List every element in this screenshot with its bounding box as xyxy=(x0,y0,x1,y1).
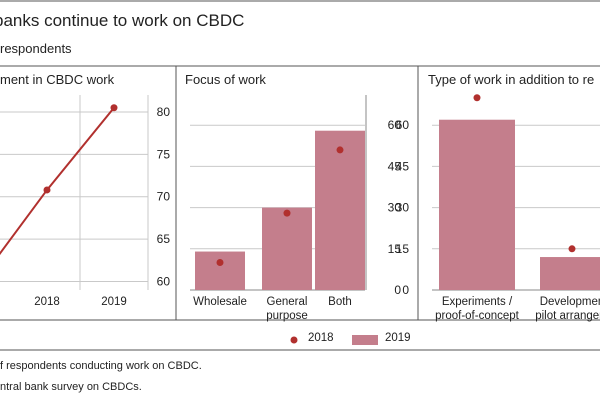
chart-subtitle: respondents xyxy=(0,41,72,56)
x-tick-label: 2019 xyxy=(101,296,127,308)
data-point xyxy=(216,259,224,267)
data-point xyxy=(568,245,576,253)
data-point xyxy=(473,94,481,102)
x-tick-label: Developmen xyxy=(540,296,600,308)
y-tick-label: 60 xyxy=(388,118,402,132)
footnote-2: ntral bank survey on CBDCs. xyxy=(0,381,142,393)
x-tick-label: purpose xyxy=(266,310,308,322)
y-tick-label: 75 xyxy=(157,147,171,161)
panel-title-type: Type of work in addition to re xyxy=(428,72,595,87)
y-tick-label: 30 xyxy=(388,201,402,215)
y-tick-label: 0 xyxy=(402,283,409,297)
y-tick-label: 80 xyxy=(157,105,171,119)
y-tick-label: 60 xyxy=(157,275,171,289)
y-tick-label: 30 xyxy=(396,201,410,215)
x-tick-label: Experiments / xyxy=(442,296,513,308)
panel-title-focus: Focus of work xyxy=(185,72,266,87)
y-tick-label: 15 xyxy=(396,242,410,256)
panel-title-involvement: ment in CBDC work xyxy=(0,72,115,87)
x-tick-label: proof-of-concept xyxy=(435,310,520,322)
data-point xyxy=(336,146,344,154)
footnote-1: f respondents conducting work on CBDC. xyxy=(0,360,202,372)
y-tick-label: 15 xyxy=(388,242,402,256)
bar xyxy=(262,207,312,290)
legend-2019-label: 2019 xyxy=(385,332,411,344)
x-tick-label: General xyxy=(267,296,308,308)
x-tick-label: Wholesale xyxy=(193,296,247,308)
data-point xyxy=(110,104,118,112)
y-tick-label: 45 xyxy=(388,159,402,173)
data-point xyxy=(43,186,51,194)
y-tick-label: 65 xyxy=(157,232,171,246)
y-tick-label: 70 xyxy=(157,190,171,204)
x-tick-label: Both xyxy=(328,296,352,308)
series-line xyxy=(0,107,115,256)
bar xyxy=(439,119,515,290)
chart-title: banks continue to work on CBDC xyxy=(0,11,245,30)
y-tick-label: 0 xyxy=(394,283,401,297)
bar xyxy=(315,130,365,290)
legend-2018-label: 2018 xyxy=(308,332,334,344)
legend-2018-marker xyxy=(290,336,298,344)
y-tick-label: 60 xyxy=(396,118,410,132)
data-point xyxy=(283,209,291,217)
bar xyxy=(195,251,245,290)
x-tick-label: pilot arrangem xyxy=(535,310,600,322)
legend-2019-marker xyxy=(352,335,378,345)
bar xyxy=(540,257,600,290)
x-tick-label: 2018 xyxy=(34,296,60,308)
y-tick-label: 45 xyxy=(396,159,410,173)
